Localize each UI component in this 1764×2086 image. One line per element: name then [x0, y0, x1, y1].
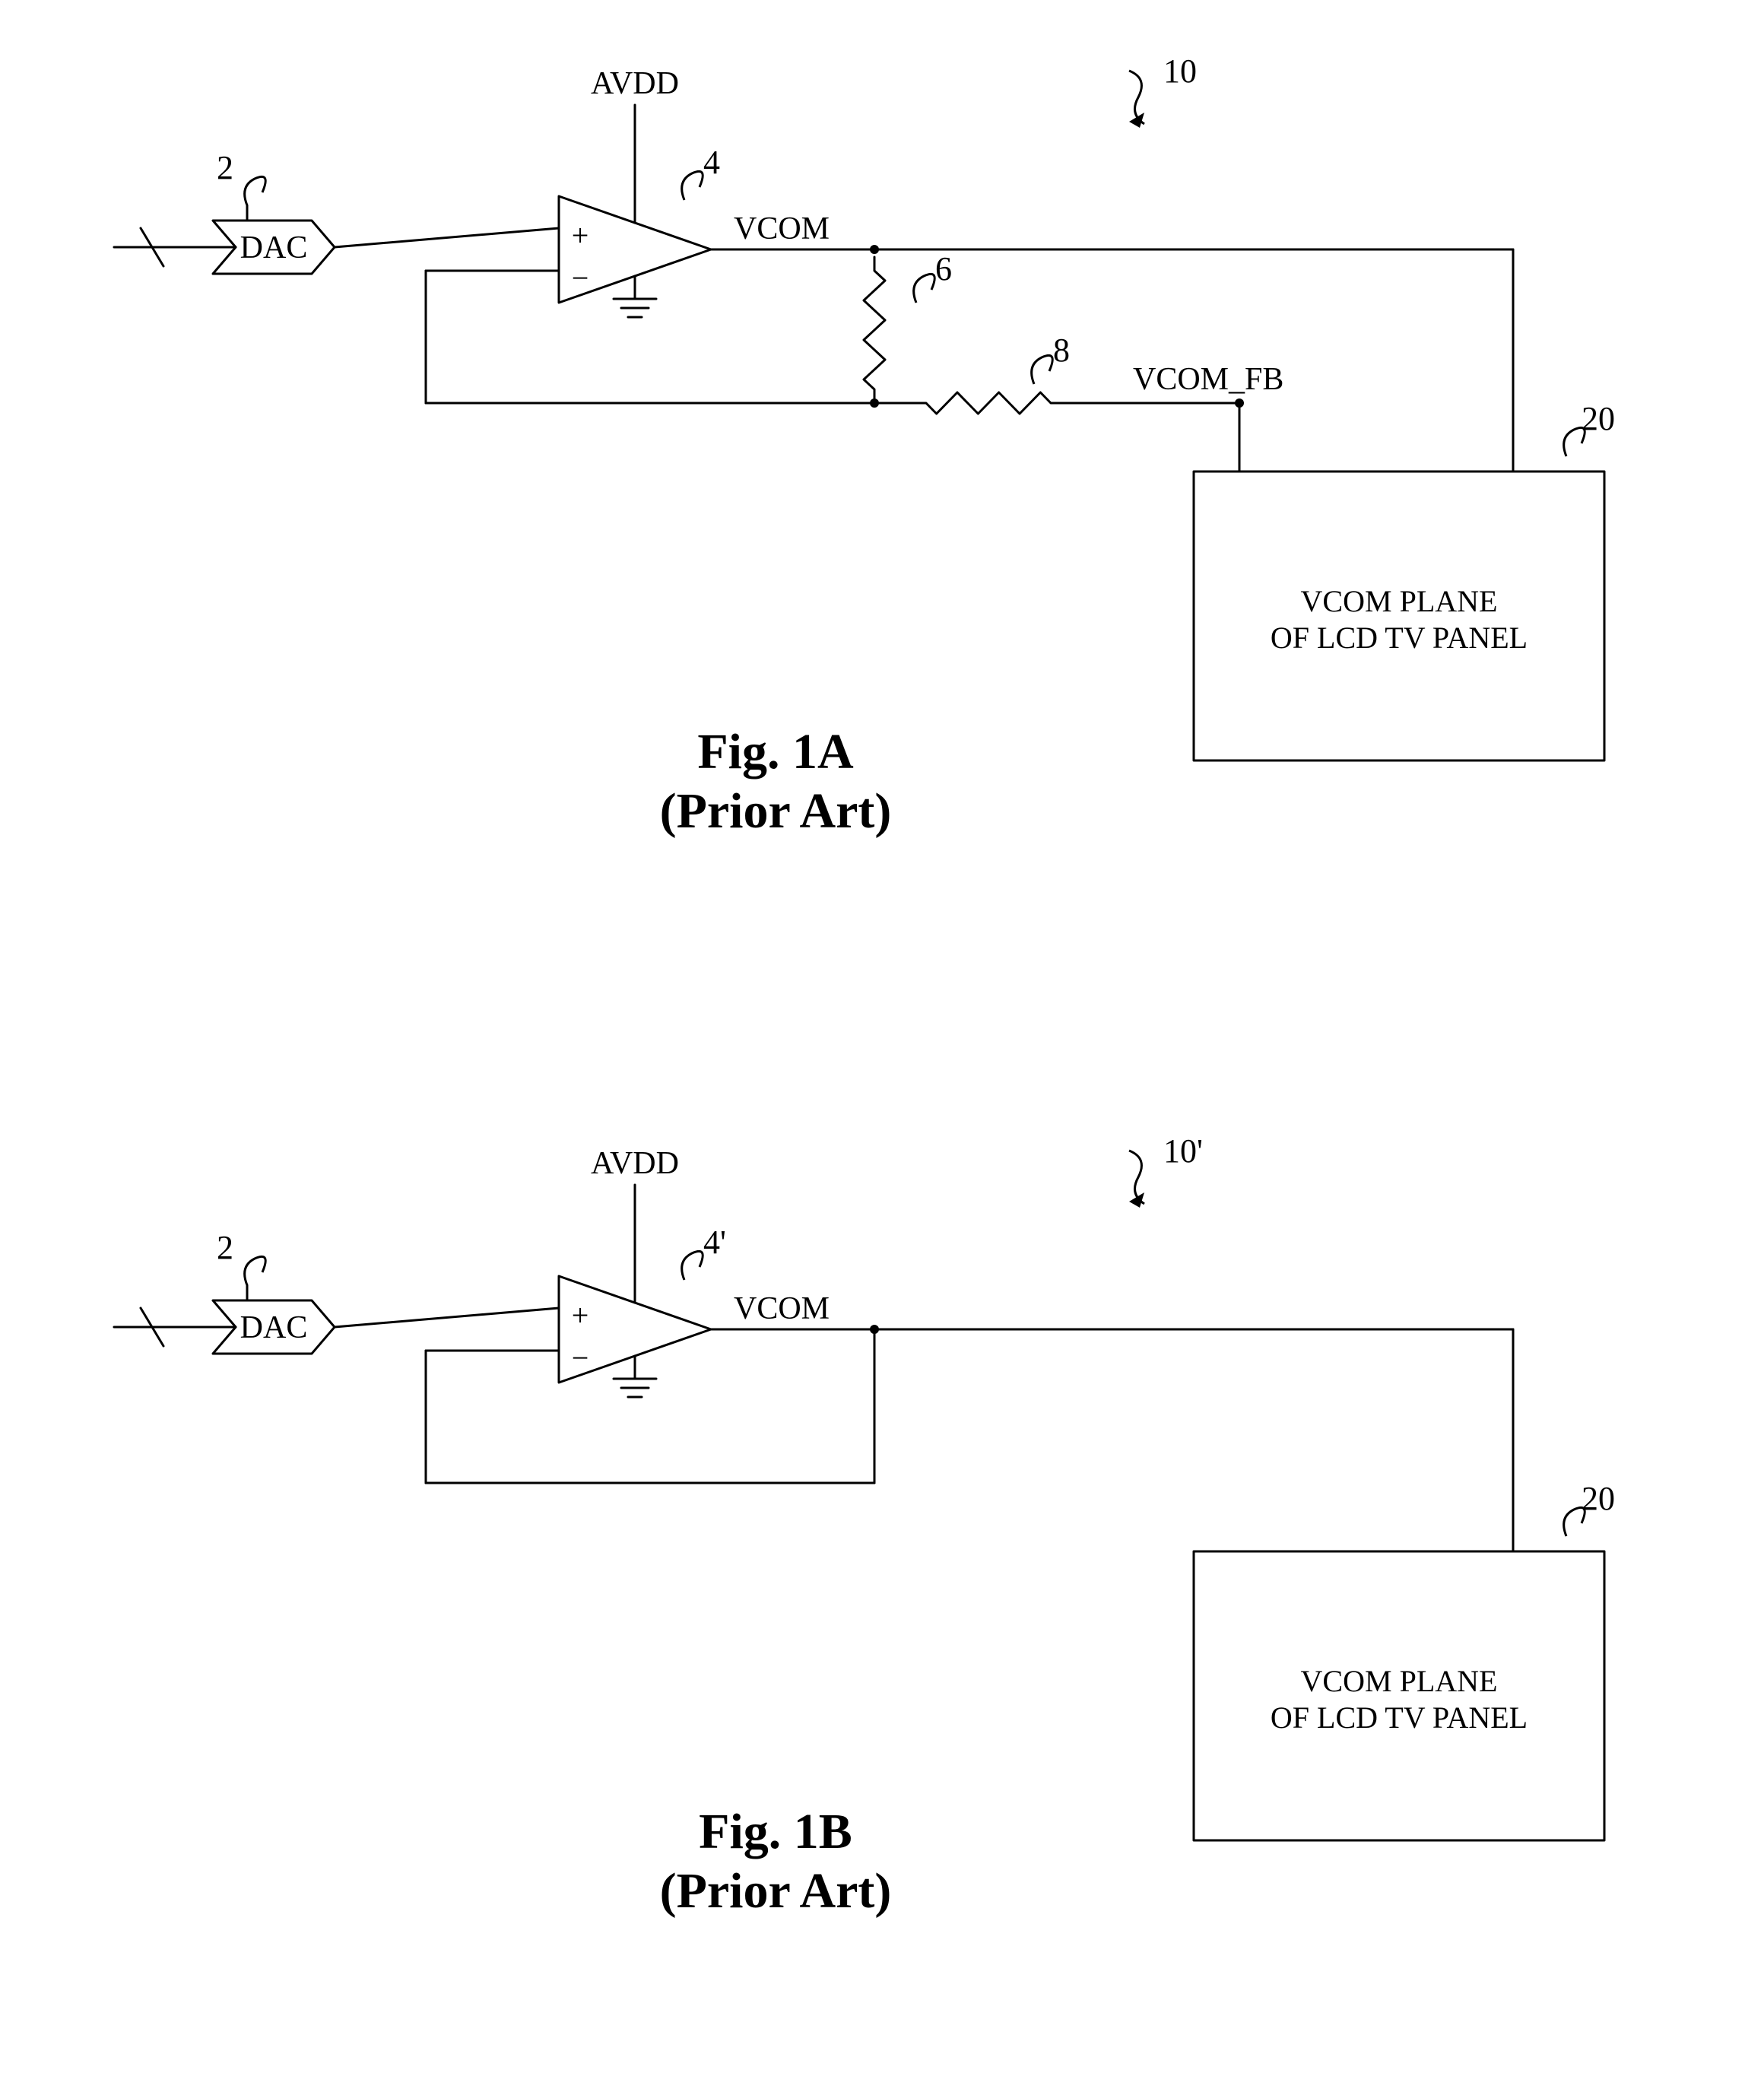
ref-amp: 4' [703, 1224, 726, 1261]
panel-line1: VCOM PLANE [1301, 584, 1498, 618]
ref-dac: 2 [217, 1229, 233, 1266]
caption-line1: Fig. 1A [697, 724, 854, 779]
ref-panel: 20 [1582, 400, 1615, 437]
svg-text:−: − [572, 1341, 589, 1375]
ref-panel: 20 [1582, 1480, 1615, 1517]
ref-r2: 8 [1053, 332, 1070, 369]
avdd-label: AVDD [591, 66, 679, 101]
ref-amp: 4 [703, 144, 720, 181]
panel-line2: OF LCD TV PANEL [1271, 621, 1528, 655]
panel-line2: OF LCD TV PANEL [1271, 1700, 1528, 1735]
svg-text:−: − [572, 261, 589, 295]
vcomfb-label: VCOM_FB [1133, 362, 1283, 397]
ref-ckt: 10' [1163, 1132, 1203, 1170]
dac-label: DAC [240, 230, 308, 265]
vcom-label: VCOM [734, 211, 830, 246]
dac-label: DAC [240, 1310, 308, 1345]
svg-text:+: + [572, 1298, 589, 1332]
svg-text:+: + [572, 218, 589, 252]
panel-line1: VCOM PLANE [1301, 1664, 1498, 1698]
ref-dac: 2 [217, 149, 233, 186]
avdd-label: AVDD [591, 1146, 679, 1181]
caption-line2: (Prior Art) [660, 783, 892, 839]
caption-line1: Fig. 1B [699, 1804, 852, 1859]
ref-r1: 6 [935, 250, 952, 287]
caption-line2: (Prior Art) [660, 1863, 892, 1919]
ref-ckt: 10 [1163, 52, 1197, 90]
vcom-label: VCOM [734, 1291, 830, 1326]
